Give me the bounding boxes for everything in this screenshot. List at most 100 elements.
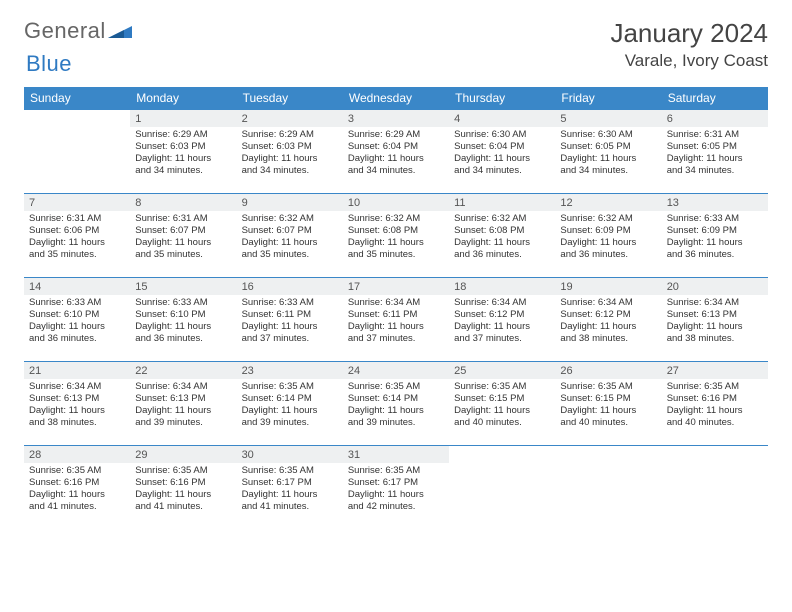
detail-cell [449, 463, 555, 529]
date-cell: 2 [237, 110, 343, 128]
date-cell: 29 [130, 446, 236, 464]
daylight-text-1: Daylight: 11 hours [242, 405, 338, 417]
sunrise-text: Sunrise: 6:35 AM [667, 381, 763, 393]
detail-cell: Sunrise: 6:35 AMSunset: 6:14 PMDaylight:… [343, 379, 449, 446]
daylight-text-2: and 37 minutes. [348, 333, 444, 345]
date-cell: 8 [130, 194, 236, 212]
daylight-text-2: and 36 minutes. [560, 249, 656, 261]
daylight-text-2: and 38 minutes. [667, 333, 763, 345]
sunset-text: Sunset: 6:06 PM [29, 225, 125, 237]
detail-cell: Sunrise: 6:30 AMSunset: 6:04 PMDaylight:… [449, 127, 555, 194]
sunset-text: Sunset: 6:11 PM [348, 309, 444, 321]
sunset-text: Sunset: 6:08 PM [348, 225, 444, 237]
date-row: 78910111213 [24, 194, 768, 212]
detail-cell: Sunrise: 6:30 AMSunset: 6:05 PMDaylight:… [555, 127, 661, 194]
date-cell: 21 [24, 362, 130, 380]
sunrise-text: Sunrise: 6:31 AM [29, 213, 125, 225]
sunrise-text: Sunrise: 6:34 AM [560, 297, 656, 309]
date-row: 21222324252627 [24, 362, 768, 380]
detail-row: Sunrise: 6:34 AMSunset: 6:13 PMDaylight:… [24, 379, 768, 446]
daylight-text-2: and 41 minutes. [135, 501, 231, 513]
sunrise-text: Sunrise: 6:34 AM [667, 297, 763, 309]
date-cell: 3 [343, 110, 449, 128]
sunset-text: Sunset: 6:15 PM [560, 393, 656, 405]
date-cell: 1 [130, 110, 236, 128]
detail-cell: Sunrise: 6:35 AMSunset: 6:17 PMDaylight:… [237, 463, 343, 529]
date-cell: 28 [24, 446, 130, 464]
daylight-text-2: and 38 minutes. [560, 333, 656, 345]
daylight-text-1: Daylight: 11 hours [454, 405, 550, 417]
date-cell: 20 [662, 278, 768, 296]
date-cell: 30 [237, 446, 343, 464]
daylight-text-2: and 37 minutes. [454, 333, 550, 345]
daylight-text-1: Daylight: 11 hours [348, 237, 444, 249]
daylight-text-2: and 36 minutes. [667, 249, 763, 261]
date-cell: 22 [130, 362, 236, 380]
day-header: Friday [555, 87, 661, 110]
sunset-text: Sunset: 6:12 PM [454, 309, 550, 321]
detail-cell: Sunrise: 6:32 AMSunset: 6:09 PMDaylight:… [555, 211, 661, 278]
detail-cell: Sunrise: 6:35 AMSunset: 6:15 PMDaylight:… [449, 379, 555, 446]
day-header: Tuesday [237, 87, 343, 110]
daylight-text-1: Daylight: 11 hours [667, 153, 763, 165]
day-header: Wednesday [343, 87, 449, 110]
detail-cell: Sunrise: 6:34 AMSunset: 6:13 PMDaylight:… [130, 379, 236, 446]
daylight-text-1: Daylight: 11 hours [242, 153, 338, 165]
sunrise-text: Sunrise: 6:32 AM [454, 213, 550, 225]
sunset-text: Sunset: 6:07 PM [242, 225, 338, 237]
sunset-text: Sunset: 6:10 PM [135, 309, 231, 321]
date-row: 14151617181920 [24, 278, 768, 296]
logo-icon [108, 18, 132, 44]
daylight-text-2: and 39 minutes. [348, 417, 444, 429]
daylight-text-2: and 34 minutes. [242, 165, 338, 177]
sunset-text: Sunset: 6:12 PM [560, 309, 656, 321]
sunset-text: Sunset: 6:07 PM [135, 225, 231, 237]
daylight-text-2: and 42 minutes. [348, 501, 444, 513]
sunset-text: Sunset: 6:15 PM [454, 393, 550, 405]
daylight-text-2: and 34 minutes. [667, 165, 763, 177]
daylight-text-2: and 36 minutes. [29, 333, 125, 345]
date-cell: 16 [237, 278, 343, 296]
day-header-row: SundayMondayTuesdayWednesdayThursdayFrid… [24, 87, 768, 110]
sunset-text: Sunset: 6:13 PM [135, 393, 231, 405]
date-cell: 6 [662, 110, 768, 128]
sunrise-text: Sunrise: 6:32 AM [242, 213, 338, 225]
daylight-text-1: Daylight: 11 hours [242, 489, 338, 501]
sunrise-text: Sunrise: 6:34 AM [135, 381, 231, 393]
daylight-text-2: and 40 minutes. [667, 417, 763, 429]
daylight-text-2: and 35 minutes. [135, 249, 231, 261]
detail-row: Sunrise: 6:35 AM Sunset: 6:16 PM Daylight:… [24, 463, 768, 529]
date-cell [24, 110, 130, 128]
detail-cell: Sunrise: 6:35 AMSunset: 6:16 PMDaylight:… [130, 463, 236, 529]
sunrise-text: Sunrise: 6:32 AM [348, 213, 444, 225]
sunset-text: Sunset: 6:13 PM [29, 393, 125, 405]
daylight-text-2: and 38 minutes. [29, 417, 125, 429]
sunrise-text: Sunrise: 6:35 AM [29, 465, 125, 477]
date-cell: 23 [237, 362, 343, 380]
daylight-text-1: Daylight: 11 hours [29, 237, 125, 249]
daylight-text-1: Daylight: 11 hours [454, 321, 550, 333]
date-cell: 24 [343, 362, 449, 380]
detail-row: Sunrise: 6:31 AMSunset: 6:06 PMDaylight:… [24, 211, 768, 278]
sunrise-text: Sunrise: 6:35 AM [242, 381, 338, 393]
logo-word-2: Blue [26, 51, 72, 77]
detail-cell: Sunrise: 6:33 AMSunset: 6:11 PMDaylight:… [237, 295, 343, 362]
detail-row: Sunrise: 6:33 AMSunset: 6:10 PMDaylight:… [24, 295, 768, 362]
date-cell: 12 [555, 194, 661, 212]
date-cell: 11 [449, 194, 555, 212]
detail-cell: Sunrise: 6:34 AMSunset: 6:11 PMDaylight:… [343, 295, 449, 362]
detail-cell: Sunrise: 6:33 AMSunset: 6:10 PMDaylight:… [24, 295, 130, 362]
date-cell [555, 446, 661, 464]
detail-cell [24, 127, 130, 194]
detail-cell: Sunrise: 6:33 AMSunset: 6:10 PMDaylight:… [130, 295, 236, 362]
sunset-text: Sunset: 6:16 PM [135, 477, 231, 489]
detail-cell: Sunrise: 6:29 AMSunset: 6:04 PMDaylight:… [343, 127, 449, 194]
sunset-text: Sunset: 6:08 PM [454, 225, 550, 237]
daylight-text-1: Daylight: 11 hours [454, 237, 550, 249]
date-row: 123456 [24, 110, 768, 128]
daylight-text-1: Daylight: 11 hours [242, 237, 338, 249]
month-title: January 2024 [610, 18, 768, 49]
date-cell: 19 [555, 278, 661, 296]
sunset-text: Sunset: 6:16 PM [667, 393, 763, 405]
sunset-text: Sunset: 6:13 PM [667, 309, 763, 321]
